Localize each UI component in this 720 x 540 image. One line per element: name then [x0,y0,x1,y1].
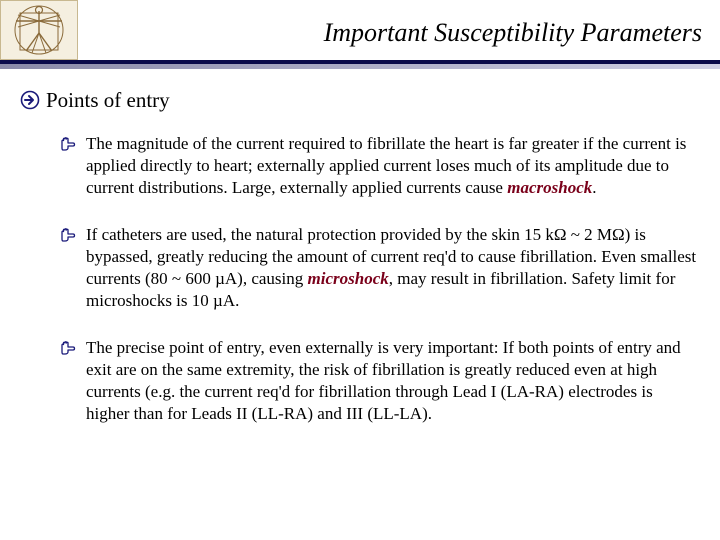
section-label: Points of entry [46,88,170,113]
arrow-right-icon [20,90,40,115]
list-item: If catheters are used, the natural prote… [60,224,700,311]
hand-point-icon [60,135,78,157]
bullet-text-frag: . [592,178,596,197]
slide-header: Important Susceptibility Parameters [0,0,720,72]
bullet-text: If catheters are used, the natural prote… [86,224,700,311]
list-item: The precise point of entry, even externa… [60,337,700,424]
hand-point-icon [60,226,78,248]
emphasis-macroshock: macroshock [507,178,592,197]
emphasis-microshock: microshock [308,269,389,288]
slide-content: Points of entry The magnitude of the cur… [0,72,720,460]
bullet-text: The precise point of entry, even externa… [86,337,700,424]
bullet-text: The magnitude of the current required to… [86,133,700,198]
hand-point-icon [60,339,78,361]
slide-title: Important Susceptibility Parameters [0,18,710,48]
list-item: The magnitude of the current required to… [60,133,700,198]
section-heading: Points of entry [20,88,700,115]
header-rule [0,60,720,70]
bullet-list: The magnitude of the current required to… [20,133,700,424]
